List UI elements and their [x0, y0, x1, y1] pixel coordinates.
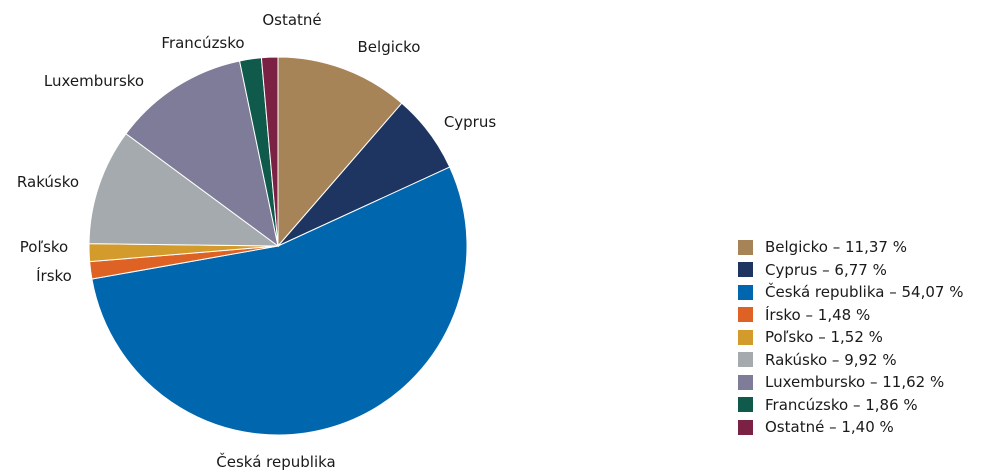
legend-label: Cyprus – 6,77 %	[765, 260, 887, 279]
legend-label: Česká republika – 54,07 %	[765, 283, 964, 302]
pie-slice-1	[277, 56, 403, 248]
slice-label-8: Francúzsko	[161, 34, 244, 52]
pie-slice-7	[125, 60, 279, 248]
slice-label-2: Cyprus	[444, 113, 497, 131]
slice-label-6: Rakúsko	[17, 173, 79, 191]
legend-item-9: Ostatné – 1,40 %	[738, 416, 963, 439]
slice-labels: Belgicko Cyprus Česká republika Írsko Poľsko…	[17, 11, 496, 470]
legend-swatch	[738, 239, 753, 255]
legend-swatch	[738, 262, 753, 278]
legend-swatch	[738, 419, 753, 435]
legend-label: Ostatné – 1,40 %	[765, 418, 894, 437]
legend-label: Írsko – 1,48 %	[765, 305, 871, 324]
pie-slice-3	[91, 166, 468, 436]
pie-slice-9	[260, 56, 279, 247]
pie-slice-6	[88, 133, 280, 247]
slice-label-1: Belgicko	[358, 38, 421, 56]
legend-label: Francúzsko – 1,86 %	[765, 395, 918, 414]
legend-item-6: Rakúsko – 9,92 %	[738, 349, 963, 372]
legend-item-1: Belgicko – 11,37 %	[738, 236, 963, 259]
pie-slices	[88, 56, 468, 436]
legend-label: Luxembursko – 11,62 %	[765, 373, 945, 392]
legend-item-5: Poľsko – 1,52 %	[738, 326, 963, 349]
legend-swatch	[738, 329, 753, 345]
legend-swatch	[738, 397, 753, 413]
legend-item-3: Česká republika – 54,07 %	[738, 281, 963, 304]
legend-swatch	[738, 284, 753, 300]
legend-item-4: Írsko – 1,48 %	[738, 304, 963, 327]
legend-item-8: Francúzsko – 1,86 %	[738, 394, 963, 417]
legend-swatch	[738, 374, 753, 390]
legend-item-7: Luxembursko – 11,62 %	[738, 371, 963, 394]
legend-item-2: Cyprus – 6,77 %	[738, 259, 963, 282]
slice-label-9: Ostatné	[262, 11, 321, 29]
legend-label: Poľsko – 1,52 %	[765, 328, 883, 347]
legend: Belgicko – 11,37 % Cyprus – 6,77 % Česká r…	[738, 236, 963, 439]
legend-label: Belgicko – 11,37 %	[765, 238, 907, 257]
slice-label-3: Česká republika	[216, 452, 335, 470]
legend-label: Rakúsko – 9,92 %	[765, 350, 897, 369]
legend-swatch	[738, 352, 753, 368]
slice-label-4: Írsko	[36, 266, 72, 285]
legend-swatch	[738, 307, 753, 323]
slice-label-5: Poľsko	[20, 238, 68, 256]
slice-label-7: Luxembursko	[44, 72, 144, 90]
